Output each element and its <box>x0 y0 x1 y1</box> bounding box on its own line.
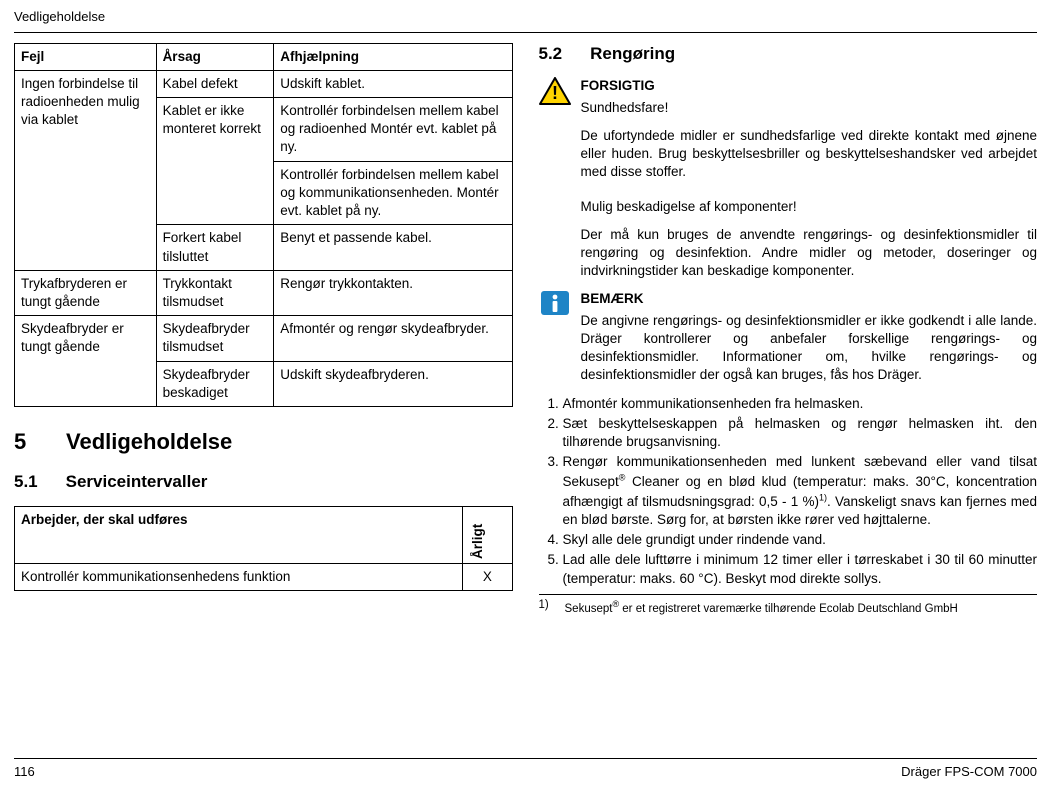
section-5-2-heading: 5.2 Rengøring <box>539 43 1038 66</box>
th-remedy: Afhjælpning <box>274 43 512 70</box>
caution-block: ! FORSIGTIG Sundhedsfare! De ufortyndede… <box>539 77 1038 191</box>
cell-remedy: Kontrollér forbindelsen mellem kabel og … <box>274 161 512 225</box>
page-number: 116 <box>14 763 35 781</box>
cell-cause: Skydeafbryder tilsmudset <box>156 316 274 361</box>
page-header: Vedligeholdelse <box>14 8 1037 28</box>
cell-remedy: Kontrollér forbindelsen mellem kabel og … <box>274 97 512 161</box>
caution-continued: Mulig beskadigelse af komponenter! Der m… <box>581 198 1038 281</box>
section-title: Vedligeholdelse <box>66 427 232 457</box>
cell-work: Kontrollér kommunikationsenhedens funkti… <box>15 563 463 590</box>
left-column: Fejl Årsag Afhjælpning Ingen forbindelse… <box>14 43 513 618</box>
note-body: BEMÆRK De angivne rengørings- og desinfe… <box>581 290 1038 388</box>
cell-cause: Trykkontakt tilsmudset <box>156 270 274 315</box>
list-item: Rengør kommunikationsenheden med lunkent… <box>563 453 1038 529</box>
cell-remedy: Afmontér og rengør skydeafbryder. <box>274 316 512 361</box>
table-header-row: Arbejder, der skal udføres Årligt <box>15 506 513 563</box>
cell-mark: X <box>463 563 512 590</box>
list-item: Sæt beskyttelseskappen på helmasken og r… <box>563 415 1038 451</box>
info-icon <box>539 290 571 318</box>
caution-paragraph: De ufortyndede midler er sundhedsfarlige… <box>581 127 1038 182</box>
table-row: Kontrollér kommunikationsenhedens funkti… <box>15 563 513 590</box>
document-name: Dräger FPS-COM 7000 <box>901 763 1037 781</box>
th-yearly: Årligt <box>463 506 512 563</box>
cell-remedy: Udskift kablet. <box>274 70 512 97</box>
th-cause: Årsag <box>156 43 274 70</box>
step-3-text: Rengør kommunikationsenheden med lunkent… <box>563 454 1038 527</box>
cell-fault: Ingen forbindelse til radioenheden mulig… <box>15 70 157 270</box>
cell-cause: Skydeafbryder beskadiget <box>156 361 274 406</box>
caution-subtitle-2: Mulig beskadigelse af komponenter! <box>581 198 1038 216</box>
section-number: 5 <box>14 427 34 457</box>
caution-paragraph-2: Der må kun bruges de anvendte rengørings… <box>581 226 1038 281</box>
th-fault: Fejl <box>15 43 157 70</box>
list-item: Skyl alle dele grundigt under rindende v… <box>563 531 1038 549</box>
cell-fault: Trykafbryderen er tungt gående <box>15 270 157 315</box>
footnote-number: 1) <box>539 598 555 617</box>
note-label: BEMÆRK <box>581 290 1038 308</box>
troubleshooting-table: Fejl Årsag Afhjælpning Ingen forbindelse… <box>14 43 513 408</box>
registered-mark: ® <box>612 599 619 609</box>
note-block: BEMÆRK De angivne rengørings- og desinfe… <box>539 290 1038 388</box>
cell-cause: Kablet er ikke monteret korrekt <box>156 97 274 224</box>
table-row: Ingen forbindelse til radioenheden mulig… <box>15 70 513 97</box>
caution-label: FORSIGTIG <box>581 77 1038 95</box>
footnote: 1) Sekusept® er et registreret varemærke… <box>539 594 1038 617</box>
list-item: Lad alle dele lufttørre i minimum 12 tim… <box>563 551 1038 587</box>
table-row: Skydeafbryder er tungt gående Skydeafbry… <box>15 316 513 361</box>
section-title: Rengøring <box>590 43 675 66</box>
two-column-layout: Fejl Årsag Afhjælpning Ingen forbindelse… <box>14 43 1037 618</box>
footnote-ref: 1) <box>819 492 827 502</box>
section-number: 5.2 <box>539 43 563 66</box>
cell-remedy: Udskift skydeafbryderen. <box>274 361 512 406</box>
section-5-heading: 5 Vedligeholdelse <box>14 427 513 457</box>
note-paragraph: De angivne rengørings- og desinfektionsm… <box>581 312 1038 385</box>
section-5-1-heading: 5.1 Serviceintervaller <box>14 471 513 494</box>
list-item: Afmontér kommunikationsenheden fra helma… <box>563 395 1038 413</box>
header-rule <box>14 32 1037 33</box>
cell-fault: Skydeafbryder er tungt gående <box>15 316 157 407</box>
cleaning-steps-list: Afmontér kommunikationsenheden fra helma… <box>539 395 1038 588</box>
right-column: 5.2 Rengøring ! FORSIGTIG Sundhedsfare! … <box>539 43 1038 618</box>
caution-subtitle: Sundhedsfare! <box>581 99 1038 117</box>
page-footer: 116 Dräger FPS-COM 7000 <box>14 758 1037 781</box>
table-row: Trykafbryderen er tungt gående Trykkonta… <box>15 270 513 315</box>
cell-remedy: Rengør trykkontakten. <box>274 270 512 315</box>
th-work: Arbejder, der skal udføres <box>15 506 463 563</box>
svg-text:!: ! <box>552 83 558 103</box>
table-header-row: Fejl Årsag Afhjælpning <box>15 43 513 70</box>
footnote-text: Sekusept® er et registreret varemærke ti… <box>565 598 958 617</box>
cell-cause: Kabel defekt <box>156 70 274 97</box>
section-number: 5.1 <box>14 471 38 494</box>
service-interval-table: Arbejder, der skal udføres Årligt Kontro… <box>14 506 513 591</box>
cell-remedy: Benyt et passende kabel. <box>274 225 512 270</box>
rotated-label: Årligt <box>469 511 487 559</box>
registered-mark: ® <box>619 472 626 482</box>
caution-body: FORSIGTIG Sundhedsfare! De ufortyndede m… <box>581 77 1038 191</box>
warning-icon: ! <box>539 77 571 105</box>
cell-cause: Forkert kabel tilsluttet <box>156 225 274 270</box>
section-title: Serviceintervaller <box>66 471 208 494</box>
header-title: Vedligeholdelse <box>14 9 105 24</box>
